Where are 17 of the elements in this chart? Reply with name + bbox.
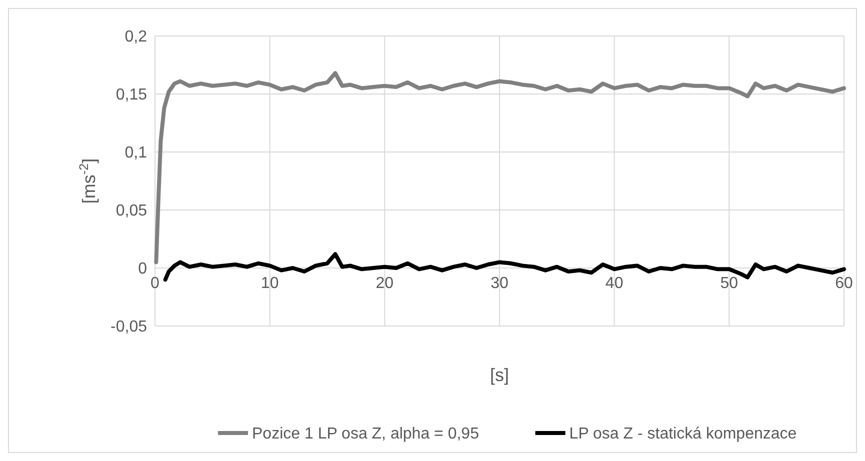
y-tick-label: 0 [138, 260, 148, 278]
x-tick-label: 60 [835, 275, 853, 292]
x-axis-title: [s] [490, 365, 510, 385]
y-tick-label: 0,15 [116, 86, 148, 104]
legend-label: LP osa Z - statická kompenzace [569, 426, 797, 443]
x-tick-label: 0 [150, 275, 160, 292]
x-tick-label: 50 [720, 275, 738, 292]
x-tick-label: 40 [605, 275, 624, 292]
legend-label: Pozice 1 LP osa Z, alpha = 0,95 [252, 426, 480, 443]
x-tick-label: 20 [376, 275, 394, 292]
y-tick-label: 0,2 [124, 28, 148, 46]
x-tick-label: 30 [490, 275, 508, 292]
y-tick-label: -0,05 [110, 318, 148, 336]
x-tick-label: 10 [260, 275, 279, 292]
y-tick-label: 0,05 [116, 202, 148, 220]
line-series [154, 71, 846, 264]
y-tick-label: 0,1 [124, 144, 148, 162]
